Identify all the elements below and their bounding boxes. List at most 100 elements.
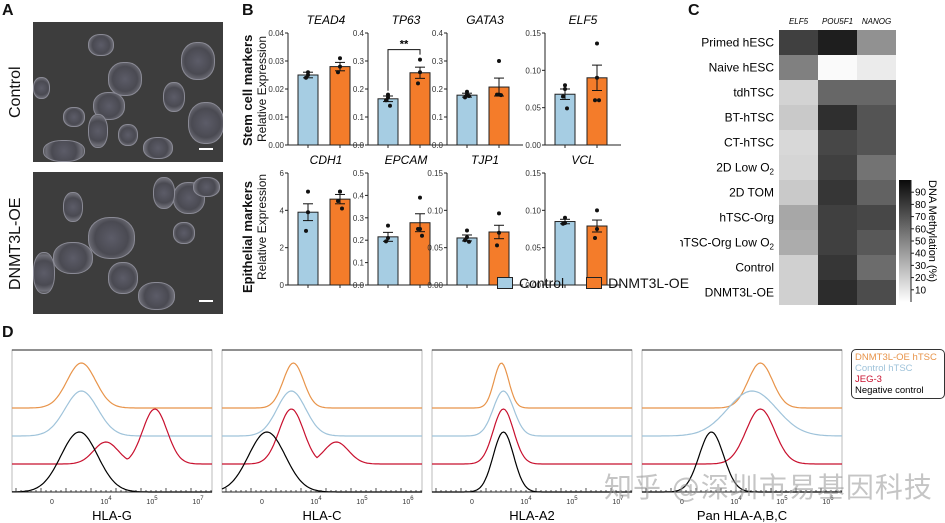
y-tick-label: 0.3 xyxy=(353,57,365,66)
data-point xyxy=(499,93,503,98)
data-point xyxy=(338,64,342,69)
y-tick-label: 0.3 xyxy=(432,57,444,66)
flow-series-jeg-3 xyxy=(222,408,422,465)
flow-legend-jeg3: JEG-3 xyxy=(855,374,882,385)
legend-label-control: Control xyxy=(519,275,565,291)
flow-series-negative-control xyxy=(432,431,632,493)
legend-swatch-control xyxy=(497,277,513,289)
flow-tick-label: 106 xyxy=(402,496,414,506)
data-point xyxy=(386,92,390,97)
flow-x-label: Pan HLA-A,B,C xyxy=(697,508,787,523)
significance-label: ** xyxy=(400,39,409,51)
heatmap-row-label: 2D Low O2 xyxy=(716,161,774,177)
y-tick-label: 0.1 xyxy=(432,113,444,122)
heatmap-cell xyxy=(779,230,818,255)
y-tick-label: 4 xyxy=(280,206,285,215)
y-tick-label: 0.15 xyxy=(525,29,541,38)
flow-tick-label: 105 xyxy=(776,496,788,506)
heatmap-cell xyxy=(857,155,896,180)
heatmap-cell xyxy=(779,130,818,155)
data-point xyxy=(595,75,599,80)
heatmap-cell xyxy=(857,230,896,255)
flow-legend-control: Control hTSC xyxy=(855,363,913,374)
heatmap-cell xyxy=(818,255,857,280)
heatmap-cell xyxy=(779,180,818,205)
heatmap-cell xyxy=(818,155,857,180)
heatmap-cell xyxy=(857,55,896,80)
bar-chart-tp63: TP63 0.0 0.1 0.2 0.3 0.4 ** xyxy=(353,13,444,150)
heatmap-cell xyxy=(857,205,896,230)
y-tick-label: 0.1 xyxy=(353,113,365,122)
y-tick-label: 0.1 xyxy=(353,259,365,268)
data-point xyxy=(306,210,310,215)
colorbar-tick-label: 90 xyxy=(915,188,927,199)
data-point xyxy=(597,98,601,103)
data-point xyxy=(465,89,469,94)
data-point xyxy=(388,103,392,108)
heatmap-cell xyxy=(857,105,896,130)
heatmap-column-label: POU5F1 xyxy=(822,17,853,26)
flow-panel-pan-hla-a-b-c: 0 104 105 106 Pan HLA-A,B,C xyxy=(641,349,843,523)
data-point xyxy=(565,106,569,111)
data-point xyxy=(336,199,340,203)
y-tick-label: 0.0 xyxy=(353,141,365,150)
colorbar-tick-label: 30 xyxy=(915,261,927,272)
scale-bar xyxy=(199,148,213,150)
data-point xyxy=(563,215,567,220)
y-tick-label: 0.4 xyxy=(353,191,365,200)
y-tick-label: 0.10 xyxy=(525,66,541,75)
heatmap-cell xyxy=(779,30,818,55)
data-point xyxy=(340,206,344,211)
data-point xyxy=(304,75,308,80)
data-point xyxy=(306,189,310,194)
chart-title: TJP1 xyxy=(471,153,499,167)
bar-control xyxy=(377,236,399,286)
data-point xyxy=(420,233,424,238)
colorbar-tick-label: 80 xyxy=(915,200,927,211)
chart-title: EPCAM xyxy=(385,153,428,167)
data-point xyxy=(595,227,599,231)
data-point xyxy=(463,238,467,243)
data-point xyxy=(595,208,599,213)
data-point xyxy=(497,211,501,216)
data-point xyxy=(593,235,597,240)
heatmap-row-label: tdhTSC xyxy=(733,86,774,100)
y-tick-label: 0.0 xyxy=(353,281,365,290)
flow-tick-label: 0 xyxy=(470,499,474,506)
data-point xyxy=(386,235,390,240)
colorbar-label: DNA Methylation (%) xyxy=(926,180,938,282)
flow-series-negative-control xyxy=(642,431,842,493)
y-tick-label: 6 xyxy=(280,169,285,178)
data-point xyxy=(467,94,471,98)
bar-chart-tead4: TEAD4 0.00 0.01 0.02 0.03 0.04 xyxy=(268,13,364,150)
heatmap-row-label: Naive hESC xyxy=(709,61,775,75)
y-tick-label: 0.04 xyxy=(268,29,284,38)
panel-c-label: C xyxy=(688,2,700,19)
chart-title: VCL xyxy=(571,153,594,167)
y-tick-label: 0.15 xyxy=(427,169,443,178)
bar-dnmt3l-oe xyxy=(329,198,351,286)
flow-tick-label: 0 xyxy=(50,499,54,506)
chart-title: GATA3 xyxy=(466,13,504,27)
data-point xyxy=(497,230,501,235)
heatmap-cell xyxy=(818,180,857,205)
flow-series-dnmt3l-oe-htsc xyxy=(432,362,632,409)
flow-tick-label: 106 xyxy=(822,496,834,506)
heatmap-cell xyxy=(857,255,896,280)
data-point xyxy=(495,92,499,97)
chart-title: CDH1 xyxy=(310,153,343,167)
y-tick-label: 0.00 xyxy=(427,281,443,290)
flow-series-control-htsc xyxy=(222,390,422,437)
heatmap-cell xyxy=(818,55,857,80)
y-tick-label: 0.2 xyxy=(353,85,365,94)
flow-series-jeg-3 xyxy=(642,408,842,465)
data-point xyxy=(561,94,565,99)
heatmap-row-label: CT-hTSC xyxy=(724,136,774,150)
colorbar-tick-label: 10 xyxy=(915,285,927,296)
bar-control xyxy=(297,211,319,286)
colorbar-tick-label: 50 xyxy=(915,237,927,248)
data-point xyxy=(465,228,469,233)
heatmap-row-label: 2D TOM xyxy=(729,186,774,200)
significance-bracket xyxy=(387,49,421,91)
